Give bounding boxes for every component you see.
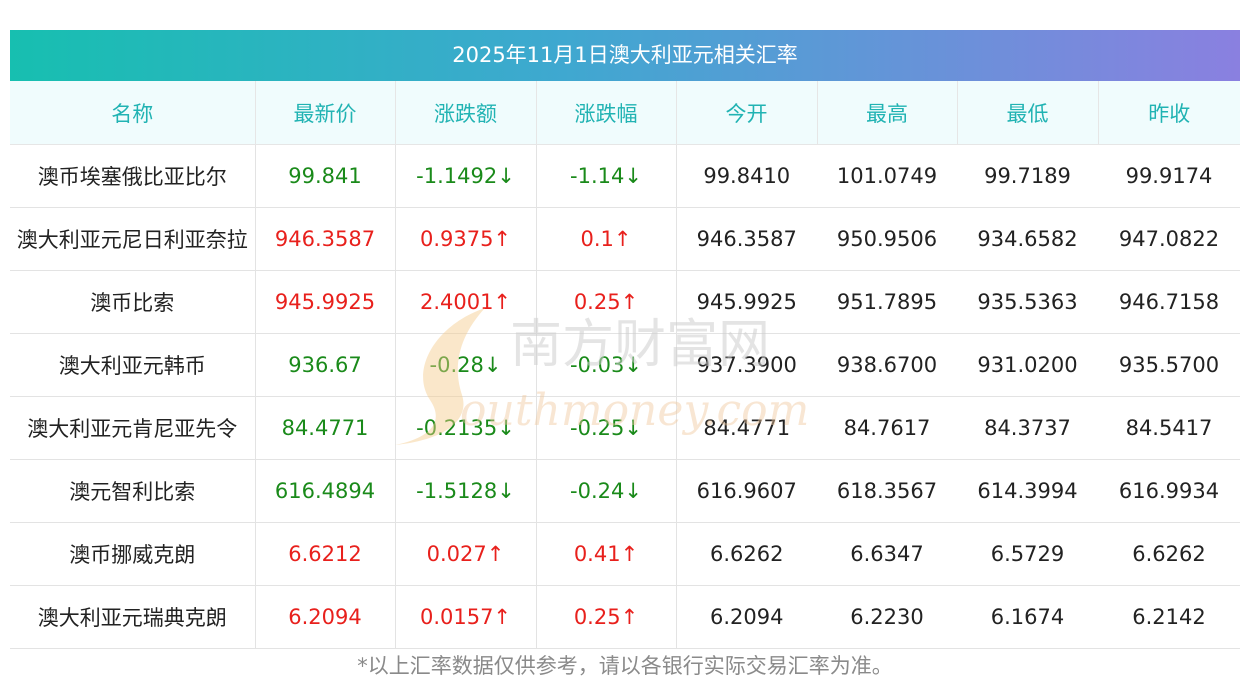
table-title: 2025年11月1日澳大利亚元相关汇率	[10, 30, 1240, 81]
cell-high: 6.2230	[817, 585, 957, 649]
cell-latest: 99.841	[255, 144, 396, 208]
cell-open: 616.9607	[676, 459, 817, 523]
table-body: 澳币埃塞俄比亚比尔 99.841 -1.1492↓ -1.14↓ 99.8410 101.…	[10, 144, 1240, 649]
cell-change: 0.027↑	[395, 522, 537, 586]
cell-change: 0.9375↑	[395, 207, 537, 271]
cell-high: 6.6347	[817, 522, 957, 586]
cell-pct: 0.1↑	[536, 207, 677, 271]
cell-name: 澳大利亚元尼日利亚奈拉	[10, 207, 256, 271]
cell-low: 931.0200	[957, 333, 1098, 397]
cell-pct: -0.03↓	[536, 333, 677, 397]
cell-change: 2.4001↑	[395, 270, 537, 334]
cell-latest: 946.3587	[255, 207, 396, 271]
cell-pct: -0.24↓	[536, 459, 677, 523]
cell-change: -0.28↓	[395, 333, 537, 397]
table-row: 澳大利亚元尼日利亚奈拉 946.3587 0.9375↑ 0.1↑ 946.3587 95…	[10, 207, 1240, 271]
cell-prev: 6.6262	[1098, 522, 1240, 586]
cell-name: 澳大利亚元韩币	[10, 333, 256, 397]
cell-high: 618.3567	[817, 459, 957, 523]
table-row: 澳币挪威克朗 6.6212 0.027↑ 0.41↑ 6.6262 6.6347 6.572…	[10, 522, 1240, 586]
cell-change: -0.2135↓	[395, 396, 537, 460]
cell-low: 935.5363	[957, 270, 1098, 334]
cell-pct: -0.25↓	[536, 396, 677, 460]
cell-prev: 947.0822	[1098, 207, 1240, 271]
cell-high: 101.0749	[817, 144, 957, 208]
disclaimer-footnote: *以上汇率数据仅供参考，请以各银行实际交易汇率为准。	[357, 654, 893, 678]
cell-pct: 0.25↑	[536, 270, 677, 334]
cell-name: 澳元智利比索	[10, 459, 256, 523]
cell-prev: 616.9934	[1098, 459, 1240, 523]
cell-pct: 0.25↑	[536, 585, 677, 649]
cell-name: 澳币比索	[10, 270, 256, 334]
cell-latest: 6.2094	[255, 585, 396, 649]
cell-open: 945.9925	[676, 270, 817, 334]
cell-prev: 935.5700	[1098, 333, 1240, 397]
cell-name: 澳币挪威克朗	[10, 522, 256, 586]
cell-prev: 6.2142	[1098, 585, 1240, 649]
cell-high: 938.6700	[817, 333, 957, 397]
cell-open: 946.3587	[676, 207, 817, 271]
cell-change: -1.1492↓	[395, 144, 537, 208]
col-header-high: 最高	[817, 81, 958, 145]
table-row: 澳币埃塞俄比亚比尔 99.841 -1.1492↓ -1.14↓ 99.8410 101.…	[10, 144, 1240, 208]
table-row: 澳大利亚元肯尼亚先令 84.4771 -0.2135↓ -0.25↓ 84.4771 84…	[10, 396, 1240, 460]
cell-high: 950.9506	[817, 207, 957, 271]
col-header-name: 名称	[10, 81, 256, 145]
cell-prev: 99.9174	[1098, 144, 1240, 208]
cell-low: 99.7189	[957, 144, 1098, 208]
cell-high: 84.7617	[817, 396, 957, 460]
cell-open: 6.6262	[676, 522, 817, 586]
cell-low: 934.6582	[957, 207, 1098, 271]
col-header-pct: 涨跌幅	[536, 81, 677, 145]
cell-latest: 945.9925	[255, 270, 396, 334]
cell-latest: 616.4894	[255, 459, 396, 523]
cell-open: 937.3900	[676, 333, 817, 397]
table-row: 澳元智利比索 616.4894 -1.5128↓ -0.24↓ 616.9607 618.…	[10, 459, 1240, 523]
table-row: 澳大利亚元韩币 936.67 -0.28↓ -0.03↓ 937.3900 938.670…	[10, 333, 1240, 397]
cell-high: 951.7895	[817, 270, 957, 334]
cell-name: 澳大利亚元肯尼亚先令	[10, 396, 256, 460]
cell-open: 6.2094	[676, 585, 817, 649]
col-header-low: 最低	[957, 81, 1099, 145]
cell-low: 614.3994	[957, 459, 1098, 523]
cell-latest: 936.67	[255, 333, 396, 397]
cell-latest: 6.6212	[255, 522, 396, 586]
cell-low: 6.5729	[957, 522, 1098, 586]
cell-prev: 946.7158	[1098, 270, 1240, 334]
table-row: 澳大利亚元瑞典克朗 6.2094 0.0157↑ 0.25↑ 6.2094 6.2230 6…	[10, 585, 1240, 649]
rate-table-container: 2025年11月1日澳大利亚元相关汇率 名称 最新价 涨跌额 涨跌幅 今开 最高…	[10, 30, 1240, 649]
cell-name: 澳大利亚元瑞典克朗	[10, 585, 256, 649]
cell-low: 6.1674	[957, 585, 1098, 649]
cell-name: 澳币埃塞俄比亚比尔	[10, 144, 256, 208]
table-header-row: 名称 最新价 涨跌额 涨跌幅 今开 最高 最低 昨收	[10, 81, 1240, 145]
col-header-open: 今开	[676, 81, 818, 145]
cell-open: 84.4771	[676, 396, 817, 460]
cell-open: 99.8410	[676, 144, 817, 208]
cell-latest: 84.4771	[255, 396, 396, 460]
cell-prev: 84.5417	[1098, 396, 1240, 460]
col-header-prev: 昨收	[1098, 81, 1240, 145]
cell-pct: -1.14↓	[536, 144, 677, 208]
cell-change: 0.0157↑	[395, 585, 537, 649]
col-header-change: 涨跌额	[395, 81, 537, 145]
cell-low: 84.3737	[957, 396, 1098, 460]
table-row: 澳币比索 945.9925 2.4001↑ 0.25↑ 945.9925 951.7895…	[10, 270, 1240, 334]
col-header-latest: 最新价	[255, 81, 396, 145]
rate-table: 名称 最新价 涨跌额 涨跌幅 今开 最高 最低 昨收 澳币埃塞俄比亚比尔 99.8…	[10, 81, 1240, 649]
cell-change: -1.5128↓	[395, 459, 537, 523]
cell-pct: 0.41↑	[536, 522, 677, 586]
